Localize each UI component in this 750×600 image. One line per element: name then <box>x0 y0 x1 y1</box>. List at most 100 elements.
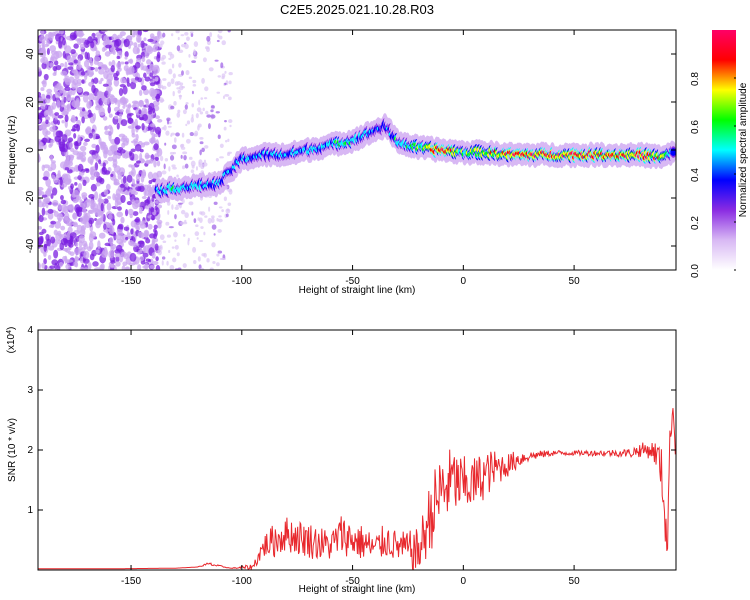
noise-speckle <box>69 232 77 239</box>
noise-speckle <box>119 83 126 88</box>
noise-speckle <box>102 83 109 87</box>
noise-speckle <box>58 262 64 267</box>
noise-speckle <box>95 182 101 187</box>
noise-speckle <box>171 164 176 168</box>
noise-speckle <box>159 57 165 61</box>
noise-speckle <box>151 178 157 183</box>
noise-speckle <box>104 130 111 136</box>
noise-speckle <box>55 65 62 71</box>
noise-speckle <box>174 239 177 242</box>
noise-speckle <box>142 171 147 177</box>
noise-speckle <box>73 248 81 256</box>
ridge-blob <box>670 149 676 155</box>
noise-speckle <box>89 231 97 239</box>
noise-speckle <box>83 60 90 68</box>
noise-speckle <box>128 67 132 75</box>
noise-speckle <box>168 68 173 75</box>
noise-speckle <box>133 243 137 248</box>
noise-speckle <box>38 214 44 223</box>
noise-speckle <box>154 76 159 82</box>
noise-speckle <box>93 77 99 84</box>
noise-speckle <box>143 141 150 146</box>
noise-speckle <box>203 231 206 236</box>
noise-speckle <box>144 263 149 270</box>
noise-speckle <box>155 256 159 262</box>
noise-speckle <box>149 72 154 77</box>
noise-speckle <box>95 144 100 154</box>
colorbar-tick-label: 0.2 <box>690 216 701 230</box>
noise-speckle <box>180 143 185 148</box>
noise-speckle <box>38 231 44 236</box>
noise-speckle <box>144 98 149 104</box>
noise-speckle <box>82 207 87 214</box>
noise-speckle <box>144 154 152 159</box>
noise-speckle <box>176 45 181 52</box>
noise-speckle <box>125 104 132 108</box>
noise-speckle <box>148 87 156 97</box>
noise-speckle <box>83 141 88 147</box>
noise-speckle <box>88 241 94 250</box>
noise-speckle <box>44 98 51 104</box>
noise-speckle <box>119 61 125 65</box>
noise-speckle <box>90 40 95 49</box>
noise-speckle <box>77 182 82 192</box>
noise-speckle <box>130 228 134 235</box>
colorbar: 0.0 0.2 0.4 0.6 0.8 Normalized spectral ampl… <box>690 30 749 278</box>
noise-speckle <box>45 178 51 187</box>
noise-speckle <box>156 170 163 178</box>
noise-speckle <box>73 43 79 49</box>
spectrogram-x-ticks: -150 -100 -50 0 50 <box>121 30 580 287</box>
noise-speckle <box>40 87 45 91</box>
noise-speckle <box>190 32 194 38</box>
noise-speckle <box>149 82 156 87</box>
snr-y-ticks: 1 2 3 4 <box>27 325 676 516</box>
x-tick-label: -50 <box>345 576 360 587</box>
noise-speckle <box>148 188 154 196</box>
noise-speckle <box>151 132 156 140</box>
noise-speckle <box>52 176 59 184</box>
noise-speckle <box>159 234 165 241</box>
noise-speckle <box>81 79 85 84</box>
noise-speckle <box>102 116 108 121</box>
noise-speckle <box>116 122 120 130</box>
noise-speckle <box>192 79 197 84</box>
noise-speckle <box>176 174 179 178</box>
noise-speckle <box>108 61 112 66</box>
noise-speckle <box>56 120 61 126</box>
noise-speckle <box>53 85 58 93</box>
noise-speckle <box>161 127 165 130</box>
noise-speckle <box>83 250 90 259</box>
noise-speckle <box>199 136 204 140</box>
noise-speckle <box>108 132 112 142</box>
noise-speckle <box>40 30 45 37</box>
noise-speckle <box>137 186 141 192</box>
noise-speckle <box>119 254 124 263</box>
noise-speckle <box>196 237 199 240</box>
noise-speckle <box>63 215 69 224</box>
noise-speckle <box>52 72 57 77</box>
noise-speckle <box>165 130 170 136</box>
noise-speckle <box>110 173 114 177</box>
noise-speckle <box>93 56 101 62</box>
noise-speckle <box>200 163 205 170</box>
noise-speckle <box>82 258 90 264</box>
noise-speckle <box>200 211 206 216</box>
noise-speckle <box>173 231 178 238</box>
noise-speckle <box>188 156 193 160</box>
noise-speckle <box>42 79 47 88</box>
noise-speckle <box>108 226 115 235</box>
noise-speckle <box>60 233 68 239</box>
noise-speckle <box>184 104 188 110</box>
noise-speckle <box>186 120 191 125</box>
noise-speckle <box>69 32 77 41</box>
noise-speckle <box>101 47 106 52</box>
noise-speckle <box>155 93 161 102</box>
x-tick-label: 0 <box>461 576 467 587</box>
noise-speckle <box>193 132 198 137</box>
noise-speckle <box>91 154 96 160</box>
noise-speckle <box>76 78 82 84</box>
noise-speckle <box>43 73 49 81</box>
noise-speckle <box>185 101 189 105</box>
noise-speckle <box>82 216 87 225</box>
noise-speckle <box>38 119 41 123</box>
